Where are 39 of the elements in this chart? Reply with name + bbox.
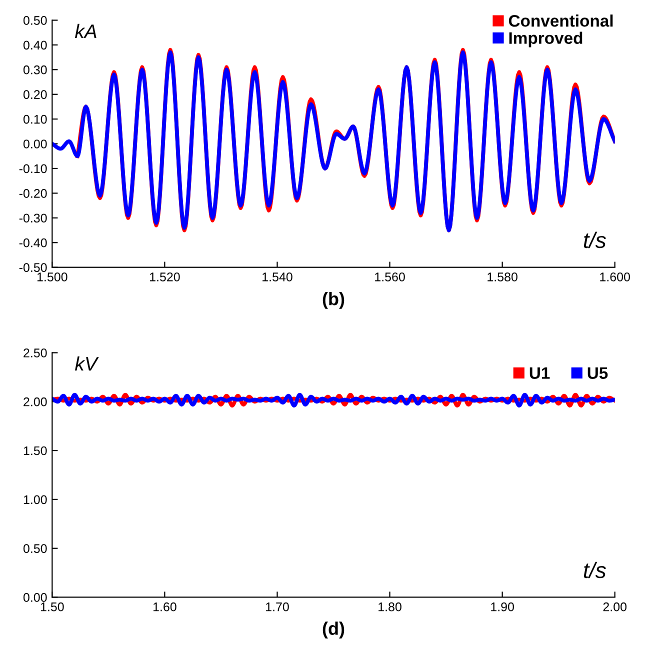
legend-label: Improved [509, 32, 582, 48]
y-tick-label: -0.40 [19, 238, 47, 248]
y-tick-label: 2.50 [24, 348, 47, 358]
y-tick-label: -0.50 [19, 263, 47, 272]
y-tick-label: 0.10 [23, 114, 47, 124]
x-tick-label: 1.70 [266, 602, 289, 612]
x-axis-title: t/s [584, 232, 606, 248]
y-tick-label: 0.50 [23, 16, 47, 25]
y-tick-label: 0.40 [23, 40, 47, 50]
x-tick-label: 1.80 [378, 602, 402, 612]
x-tick-label: 1.50 [40, 602, 64, 612]
x-tick-label: 1.90 [491, 602, 514, 612]
y-axis-title: kV [74, 356, 99, 370]
y-tick-label: -0.10 [19, 164, 47, 174]
legend-label: U1 [530, 367, 550, 379]
y-tick-label: -0.30 [19, 214, 47, 223]
y-tick-label: 0.20 [23, 90, 47, 99]
y-tick-label: 0.00 [23, 593, 47, 602]
legend-label: Conventional [508, 14, 613, 27]
x-tick-label: 1.560 [375, 272, 405, 282]
y-tick-label: 0.50 [23, 544, 47, 553]
legend-label: U5 [588, 367, 608, 379]
y-tick-label: -0.20 [19, 188, 47, 198]
y-tick-label: 2.00 [24, 397, 47, 406]
x-tick-label: 1.520 [150, 272, 180, 282]
x-tick-label: 1.580 [488, 272, 518, 282]
text: (b) [322, 292, 344, 309]
y-tick-label: 1.50 [24, 446, 47, 456]
y-tick-label: 0.00 [23, 140, 47, 148]
x-tick-label: 1.500 [37, 272, 68, 282]
x-tick-label: 1.60 [153, 602, 176, 612]
x-tick-label: 2.00 [603, 602, 627, 612]
text: (d) [322, 622, 344, 639]
y-tick-label: 0.30 [23, 65, 47, 74]
x-tick-label: 1.540 [262, 272, 292, 282]
x-tick-label: 1.600 [600, 272, 630, 282]
x-axis-title: t/s [584, 562, 606, 578]
y-axis-title: kA [74, 24, 96, 38]
y-tick-label: 1.00 [24, 495, 47, 504]
